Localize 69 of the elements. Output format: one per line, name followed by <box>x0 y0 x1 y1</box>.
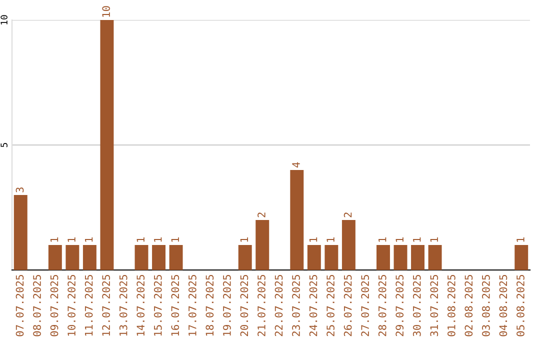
data-label: 1 <box>154 237 162 242</box>
x-tick-label: 29.07.2025 <box>396 275 404 336</box>
x-tick-label: 26.07.2025 <box>344 275 352 336</box>
data-label: 1 <box>309 237 318 242</box>
data-label: 1 <box>396 237 404 242</box>
bar <box>82 245 96 270</box>
bar <box>290 170 304 270</box>
x-tick-label: 23.07.2025 <box>292 275 300 336</box>
x-tick-label: 18.07.2025 <box>206 275 214 336</box>
x-tick-label: 13.07.2025 <box>119 275 128 336</box>
data-label: 10 <box>102 6 110 17</box>
x-tick-label: 16.07.2025 <box>171 275 180 336</box>
data-label: 1 <box>240 237 248 242</box>
x-tick-label: 27.07.2025 <box>361 275 370 336</box>
bar <box>342 220 356 270</box>
x-tick-label: 11.07.2025 <box>84 275 93 336</box>
x-tick-label: 08.07.2025 <box>33 275 41 336</box>
x-tick-label: 05.08.2025 <box>516 275 524 336</box>
data-label: 4 <box>292 162 300 168</box>
bar <box>14 195 28 270</box>
x-tick-label: 15.07.2025 <box>154 275 162 336</box>
x-tick-label: 31.07.2025 <box>430 275 438 336</box>
data-label: 1 <box>326 237 334 242</box>
x-tick-label: 28.07.2025 <box>378 275 386 336</box>
data-label: 1 <box>413 237 421 242</box>
bar <box>324 245 338 270</box>
data-label: 2 <box>344 212 352 218</box>
x-tick-label: 30.07.2025 <box>412 275 421 336</box>
bar <box>66 245 80 270</box>
data-label: 1 <box>430 237 438 242</box>
bar <box>411 245 424 270</box>
data-label: 2 <box>258 212 266 218</box>
x-tick-label: 25.07.2025 <box>326 275 334 336</box>
x-tick-label: 04.08.2025 <box>499 275 508 336</box>
bar <box>169 245 183 270</box>
bar <box>238 245 252 270</box>
bar <box>428 245 442 270</box>
bar <box>514 245 528 270</box>
x-tick-label: 21.07.2025 <box>258 275 266 336</box>
x-tick-label: 17.07.2025 <box>188 275 196 336</box>
x-tick-label: 24.07.2025 <box>309 275 318 336</box>
x-tick-label: 12.07.2025 <box>102 275 110 336</box>
x-tick-label: 20.07.2025 <box>240 275 248 336</box>
bar <box>48 245 62 270</box>
bar <box>394 245 408 270</box>
x-tick-label: 10.07.2025 <box>68 275 76 336</box>
bar <box>307 245 321 270</box>
data-label: 1 <box>136 237 144 242</box>
x-tick-label: 09.07.2025 <box>50 275 58 336</box>
x-tick-label: 01.08.2025 <box>447 275 456 336</box>
bar <box>152 245 166 270</box>
bar <box>256 220 270 270</box>
data-label: 1 <box>68 237 76 242</box>
x-tick-label: 22.07.2025 <box>274 275 283 336</box>
bar <box>134 245 148 270</box>
bar <box>100 20 114 270</box>
x-tick-label: 19.07.2025 <box>223 275 231 336</box>
data-label: 1 <box>378 237 386 242</box>
y-tick-label: 5 <box>0 143 8 148</box>
data-label: 1 <box>50 237 58 242</box>
x-tick-label: 07.07.2025 <box>16 275 24 336</box>
data-label: 3 <box>16 188 24 192</box>
x-tick-label: 02.08.2025 <box>464 275 473 336</box>
x-tick-label: 14.07.2025 <box>136 275 145 336</box>
data-label: 1 <box>85 237 93 242</box>
x-tick-label: 03.08.2025 <box>482 275 490 336</box>
data-label: 1 <box>171 237 179 242</box>
bar <box>376 245 390 270</box>
data-label: 1 <box>516 237 524 242</box>
